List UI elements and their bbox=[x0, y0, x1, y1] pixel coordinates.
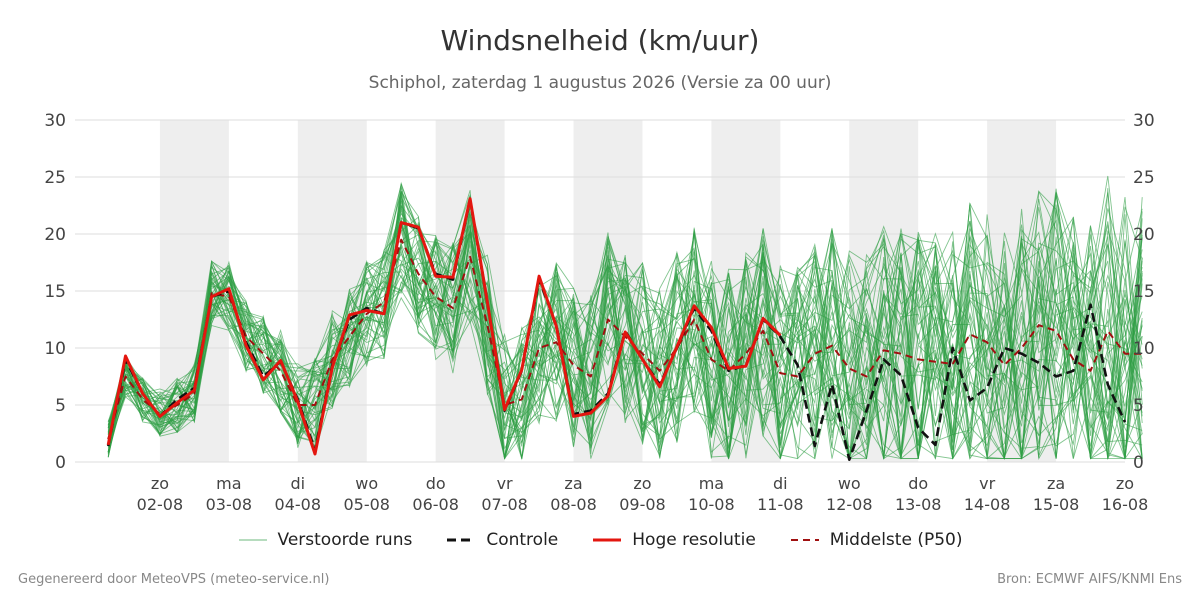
legend-control-swatch bbox=[447, 538, 476, 542]
y-tick-label-left: 25 bbox=[44, 168, 66, 188]
y-tick-label-right: 5 bbox=[1133, 396, 1144, 416]
x-tick-date: 07-08 bbox=[481, 495, 528, 514]
y-tick-label-left: 15 bbox=[44, 282, 66, 302]
footer-source: Bron: ECMWF AIFS/KNMI Ens bbox=[997, 572, 1182, 587]
y-tick-label-left: 5 bbox=[55, 396, 66, 416]
legend: Verstoorde runs Controle Hoge resolutie … bbox=[0, 530, 1200, 550]
ensemble-member-line bbox=[107, 183, 1143, 459]
y-tick-label-right: 15 bbox=[1133, 282, 1155, 302]
ensemble-member-line bbox=[107, 224, 1143, 460]
x-tick-date: 12-08 bbox=[826, 495, 873, 514]
ensemble-member-line bbox=[107, 192, 1143, 459]
x-tick-day: ma bbox=[216, 474, 241, 493]
x-tick-date: 14-08 bbox=[964, 495, 1011, 514]
x-tick-day: do bbox=[426, 474, 446, 493]
y-tick-label-left: 0 bbox=[55, 453, 66, 473]
footer-generator: Gegenereerd door MeteoVPS (meteo-service… bbox=[18, 572, 330, 587]
legend-control-label: Controle bbox=[486, 530, 559, 550]
x-tick-date: 03-08 bbox=[206, 495, 253, 514]
ensemble-member-line bbox=[107, 196, 1143, 459]
legend-ensemble-swatch bbox=[238, 539, 267, 541]
y-tick-label-left: 30 bbox=[44, 111, 66, 131]
x-tick-date: 13-08 bbox=[895, 495, 942, 514]
legend-median-swatch bbox=[790, 539, 819, 541]
x-tick-date: 02-08 bbox=[137, 495, 184, 514]
x-tick-date: 09-08 bbox=[619, 495, 666, 514]
x-tick-day: di bbox=[773, 474, 788, 493]
y-tick-label-right: 10 bbox=[1133, 339, 1155, 359]
x-tick-date: 04-08 bbox=[275, 495, 322, 514]
x-tick-date: 15-08 bbox=[1033, 495, 1080, 514]
legend-hires-swatch bbox=[593, 538, 622, 542]
x-tick-day: vr bbox=[497, 474, 513, 493]
legend-median[interactable]: Middelste (P50) bbox=[790, 530, 963, 550]
ensemble-member-line bbox=[107, 197, 1143, 461]
x-tick-date: 11-08 bbox=[757, 495, 804, 514]
x-tick-day: vr bbox=[979, 474, 995, 493]
ensemble-member-line bbox=[107, 190, 1143, 460]
legend-ensemble[interactable]: Verstoorde runs bbox=[238, 530, 413, 550]
ensemble-member-line bbox=[107, 223, 1143, 460]
chart-subtitle: Schiphol, zaterdag 1 augustus 2026 (Vers… bbox=[368, 73, 832, 93]
x-tick-date: 06-08 bbox=[412, 495, 459, 514]
x-tick-day: zo bbox=[633, 474, 651, 493]
x-tick-date: 10-08 bbox=[688, 495, 735, 514]
chart-title: Windsnelheid (km/uur) bbox=[440, 24, 760, 57]
y-tick-label-right: 30 bbox=[1133, 111, 1155, 131]
ensemble-member-line bbox=[107, 199, 1143, 459]
legend-hires[interactable]: Hoge resolutie bbox=[592, 530, 756, 550]
x-tick-day: zo bbox=[1116, 474, 1134, 493]
x-tick-day: do bbox=[908, 474, 928, 493]
x-tick-day: za bbox=[564, 474, 582, 493]
ensemble-member-line bbox=[107, 195, 1143, 460]
x-tick-date: 05-08 bbox=[343, 495, 390, 514]
x-tick-day: di bbox=[290, 474, 305, 493]
x-tick-day: zo bbox=[151, 474, 169, 493]
hires-line bbox=[106, 197, 782, 456]
legend-hires-label: Hoge resolutie bbox=[632, 530, 756, 550]
ensemble-member-line bbox=[107, 204, 1143, 461]
ensemble-member-line bbox=[107, 190, 1143, 459]
y-tick-label-right: 20 bbox=[1133, 225, 1155, 245]
legend-median-label: Middelste (P50) bbox=[829, 530, 963, 550]
ensemble-member-line bbox=[107, 190, 1143, 460]
legend-control[interactable]: Controle bbox=[446, 530, 558, 550]
x-tick-date: 16-08 bbox=[1102, 495, 1149, 514]
legend-ensemble-label: Verstoorde runs bbox=[277, 530, 413, 550]
x-tick-day: wo bbox=[355, 474, 378, 493]
ensemble-member-line bbox=[107, 216, 1143, 461]
ensemble-member-line bbox=[107, 214, 1143, 459]
x-tick-day: wo bbox=[838, 474, 861, 493]
y-tick-label-left: 10 bbox=[44, 339, 66, 359]
x-tick-date: 08-08 bbox=[550, 495, 597, 514]
x-tick-day: za bbox=[1047, 474, 1065, 493]
y-tick-label-left: 20 bbox=[44, 225, 66, 245]
x-tick-day: ma bbox=[699, 474, 724, 493]
ensemble-member-line bbox=[107, 196, 1143, 459]
ensemble-member-line bbox=[107, 206, 1143, 460]
y-tick-label-right: 0 bbox=[1133, 453, 1144, 473]
y-tick-label-right: 25 bbox=[1133, 168, 1155, 188]
